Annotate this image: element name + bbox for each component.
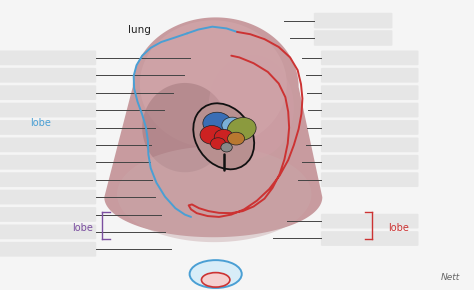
FancyBboxPatch shape <box>0 207 96 222</box>
FancyBboxPatch shape <box>0 242 96 257</box>
Text: lobe: lobe <box>73 223 93 233</box>
FancyBboxPatch shape <box>321 137 419 152</box>
FancyBboxPatch shape <box>0 68 96 83</box>
Text: lobe: lobe <box>30 118 51 128</box>
FancyBboxPatch shape <box>0 85 96 100</box>
FancyBboxPatch shape <box>314 13 392 28</box>
FancyBboxPatch shape <box>0 172 96 187</box>
FancyBboxPatch shape <box>321 68 419 83</box>
FancyBboxPatch shape <box>321 120 419 135</box>
FancyBboxPatch shape <box>321 50 419 65</box>
FancyBboxPatch shape <box>0 137 96 152</box>
FancyBboxPatch shape <box>321 231 419 246</box>
Ellipse shape <box>210 138 226 149</box>
FancyBboxPatch shape <box>0 155 96 170</box>
Ellipse shape <box>193 103 254 169</box>
Polygon shape <box>117 146 311 242</box>
Polygon shape <box>209 55 294 160</box>
Ellipse shape <box>200 126 224 144</box>
FancyBboxPatch shape <box>0 224 96 239</box>
Ellipse shape <box>190 260 242 288</box>
Text: lobe: lobe <box>388 223 409 233</box>
Polygon shape <box>142 83 228 172</box>
FancyBboxPatch shape <box>321 155 419 170</box>
Polygon shape <box>104 17 322 237</box>
Text: Nett: Nett <box>440 273 460 282</box>
FancyBboxPatch shape <box>321 103 419 117</box>
Ellipse shape <box>201 273 230 287</box>
Text: lung: lung <box>128 26 151 35</box>
Ellipse shape <box>214 129 233 144</box>
Polygon shape <box>140 20 287 148</box>
FancyBboxPatch shape <box>0 190 96 204</box>
Ellipse shape <box>221 143 232 152</box>
FancyBboxPatch shape <box>321 85 419 100</box>
FancyBboxPatch shape <box>0 103 96 117</box>
Ellipse shape <box>228 132 245 145</box>
Ellipse shape <box>228 117 256 141</box>
FancyBboxPatch shape <box>0 120 96 135</box>
Ellipse shape <box>203 112 231 134</box>
Ellipse shape <box>222 117 243 133</box>
FancyBboxPatch shape <box>314 30 392 46</box>
FancyBboxPatch shape <box>321 214 419 229</box>
FancyBboxPatch shape <box>0 50 96 65</box>
FancyBboxPatch shape <box>321 172 419 187</box>
